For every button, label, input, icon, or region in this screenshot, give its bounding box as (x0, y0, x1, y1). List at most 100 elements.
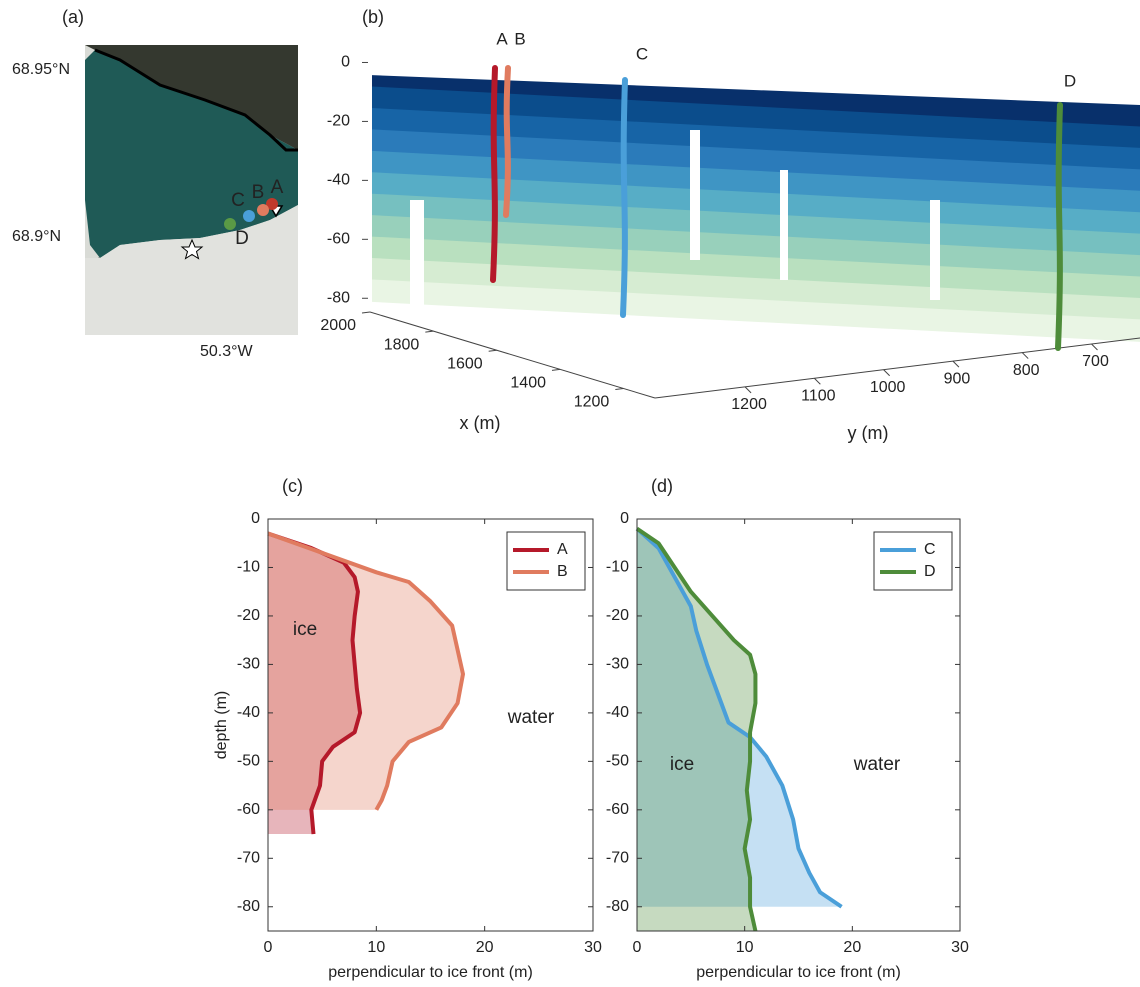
y-tick-label: -80 (606, 898, 629, 915)
x-tick-label: 10 (736, 939, 754, 956)
y-tick-label: -60 (606, 801, 629, 818)
profile-line (620, 77, 628, 318)
site-label: C (231, 190, 245, 211)
site-marker (257, 204, 269, 216)
profile-line (503, 65, 511, 218)
panel-label: (d) (651, 476, 673, 496)
fjord (85, 50, 298, 258)
x-tick (615, 387, 624, 390)
lat-label: 68.9°N (12, 228, 61, 245)
x-axis-label: x (m) (460, 413, 501, 433)
y-tick-label: -60 (237, 801, 260, 818)
lon-label: 50.3°W (200, 343, 254, 360)
data-gap (930, 200, 940, 300)
site-marker (243, 210, 255, 222)
z-tick-label: -40 (327, 172, 350, 189)
y-axis-label: y (m) (848, 423, 889, 443)
legend-box (506, 531, 586, 591)
y-tick-label: 1200 (731, 396, 767, 413)
depth-band (372, 86, 1140, 149)
map (85, 45, 298, 335)
panel-label: (b) (362, 7, 384, 27)
x-tick-label: 1400 (510, 375, 546, 392)
legend-label: B (557, 563, 568, 580)
line (635, 527, 758, 932)
annotation: water (853, 754, 901, 775)
x-tick-label: 2000 (320, 317, 356, 334)
y-tick-label: -40 (606, 704, 629, 721)
profile-label: A (496, 29, 508, 48)
data-gap (780, 170, 788, 280)
panel-label: (a) (62, 7, 84, 27)
depth-band (372, 150, 1140, 214)
y-tick-label: 0 (620, 510, 629, 527)
site-label: B (252, 182, 265, 203)
glacier (85, 205, 298, 335)
depth-band (372, 258, 1140, 321)
data-gap (410, 200, 424, 320)
y-tick-label: -20 (606, 607, 629, 624)
legend-label: C (924, 541, 936, 558)
annotation: ice (293, 619, 317, 640)
site-label: A (271, 177, 284, 198)
y-tick-label: -30 (237, 656, 260, 673)
x-tick-label: 20 (843, 939, 861, 956)
profile-label: D (1064, 71, 1076, 90)
x-tick (425, 330, 434, 333)
site-marker (224, 218, 236, 230)
y-tick (1091, 343, 1098, 351)
depth-band (372, 215, 1140, 278)
y-tick-label: -70 (237, 850, 260, 867)
depth-band (372, 75, 1140, 128)
panel-label: (c) (282, 476, 303, 496)
y-tick (1021, 352, 1029, 359)
y-tick-label: -10 (606, 559, 629, 576)
y-tick-label: -70 (606, 850, 629, 867)
y-tick-label: -20 (237, 607, 260, 624)
plot-frame (636, 518, 961, 932)
y-tick (744, 386, 752, 394)
x-tick (361, 311, 371, 314)
y-tick-label: -40 (237, 704, 260, 721)
line (267, 531, 363, 835)
area (268, 533, 463, 810)
x-tick-label: 0 (633, 939, 642, 956)
x-tick (488, 349, 497, 352)
x-axis (369, 311, 656, 399)
x-tick-label: 0 (264, 939, 273, 956)
x-tick-label: 1600 (447, 355, 483, 372)
z-tick-label: -20 (327, 113, 350, 130)
area (637, 528, 756, 931)
depth-band (372, 236, 1140, 299)
x-tick-label: 30 (951, 939, 969, 956)
y-tick-label: 0 (251, 510, 260, 527)
x-tick-label: 20 (476, 939, 494, 956)
data-gap (690, 130, 700, 260)
depth-band (372, 172, 1140, 235)
z-tick-label: -60 (327, 231, 350, 248)
area (268, 533, 361, 835)
lat-label: 68.95°N (12, 61, 70, 78)
site-marker (266, 198, 278, 210)
y-tick-label: 1000 (870, 379, 906, 396)
legend-box (873, 531, 953, 591)
line (635, 527, 843, 909)
plot-frame (267, 518, 594, 932)
depth-band (372, 193, 1140, 257)
x-tick-label: 1200 (574, 394, 610, 411)
y-tick-label: -10 (237, 559, 260, 576)
y-tick-label: -80 (237, 898, 260, 915)
coastline (94, 48, 298, 152)
x-tick-label: 1800 (384, 336, 420, 353)
y-tick-label: 900 (944, 370, 971, 387)
y-tick (814, 377, 821, 385)
annotation: water (507, 707, 555, 728)
y-axis-label: depth (m) (213, 691, 230, 759)
z-tick-label: -80 (327, 289, 350, 306)
depth-band (372, 107, 1140, 171)
x-tick (551, 368, 561, 371)
site-label: D (235, 228, 249, 249)
y-tick-label: 800 (1013, 362, 1040, 379)
legend-label: A (557, 541, 568, 558)
